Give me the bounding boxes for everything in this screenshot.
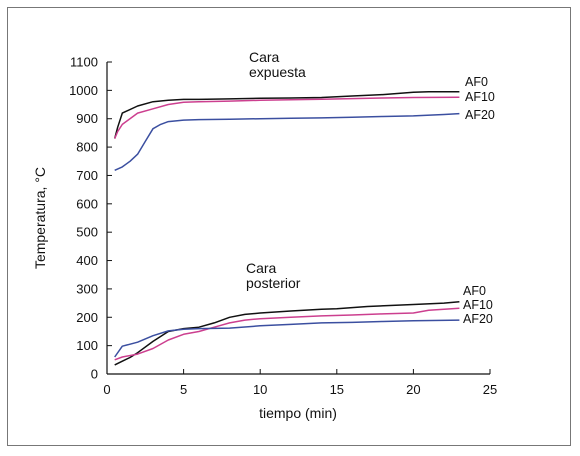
x-tick-label-3: 15 (330, 382, 344, 397)
x-tick-label-1: 5 (180, 382, 187, 397)
x-tick-label-4: 20 (406, 382, 420, 397)
annotation-exposed-line-2: expuesta (249, 64, 306, 80)
y-tick-label-9: 900 (76, 111, 98, 126)
series-label-af20-posterior: AF20 (463, 312, 493, 326)
y-tick-label-10: 1000 (69, 83, 98, 98)
y-tick-label-8: 800 (76, 140, 98, 155)
y-axis-title: Temperatura, °C (32, 167, 48, 269)
series-line-af0-exposed (113, 91, 460, 139)
series-line-af20-posterior (114, 319, 460, 358)
series-line-af0-posterior (114, 300, 460, 366)
series-layer (113, 91, 460, 366)
annotation-posterior-line-2: posterior (246, 275, 301, 291)
y-tick-label-7: 700 (76, 168, 98, 183)
y-tick-label-4: 400 (76, 253, 98, 268)
series-line-af10-posterior (114, 307, 460, 361)
series-label-af10-exposed: AF10 (465, 90, 495, 104)
series-label-af0-posterior: AF0 (463, 284, 486, 298)
y-tick-label-1: 100 (76, 338, 98, 353)
y-tick-label-5: 500 (76, 225, 98, 240)
series-line-af10-exposed (114, 96, 460, 139)
x-tick-label-0: 0 (103, 382, 110, 397)
annotation-posterior-line-1: Cara (246, 260, 277, 276)
x-tick-label-5: 25 (483, 382, 497, 397)
series-label-af10-posterior: AF10 (463, 298, 493, 312)
y-tick-label-0: 0 (91, 367, 98, 382)
y-tick-label-2: 200 (76, 310, 98, 325)
series-line-af20-exposed (114, 112, 460, 171)
y-tick-label-6: 600 (76, 196, 98, 211)
chart-frame (7, 7, 571, 446)
series-label-af20-exposed: AF20 (465, 108, 495, 122)
y-tick-label-3: 300 (76, 281, 98, 296)
annotation-posterior: Cara posterior (246, 260, 301, 291)
labels-layer: tiempo (min) Temperatura, °C Cara expues… (32, 49, 495, 421)
y-tick-label-11: 1100 (70, 55, 98, 70)
x-axis-title: tiempo (min) (259, 405, 337, 421)
series-label-af0-exposed: AF0 (465, 75, 488, 89)
annotation-exposed-line-1: Cara (249, 49, 280, 65)
axes-layer (106, 62, 490, 375)
ticks-layer: 0 100 200 300 400 500 600 700 800 900 1000 1100 0 5 10… (69, 55, 497, 398)
annotation-exposed: Cara expuesta (249, 49, 306, 80)
x-tick-label-2: 10 (253, 382, 267, 397)
